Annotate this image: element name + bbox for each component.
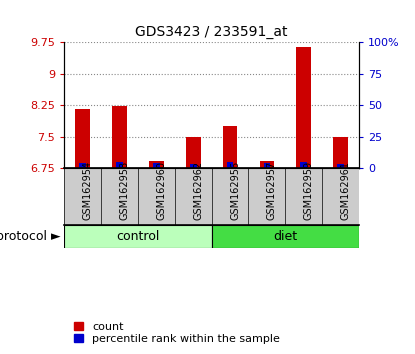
Text: control: control: [116, 230, 160, 243]
Text: GSM162957: GSM162957: [267, 161, 277, 221]
Bar: [259, 161, 274, 168]
Bar: [149, 161, 164, 168]
Title: GDS3423 / 233591_at: GDS3423 / 233591_at: [135, 25, 288, 39]
Text: protocol ►: protocol ►: [0, 230, 60, 243]
Bar: [296, 47, 311, 168]
Text: GSM162962: GSM162962: [193, 161, 203, 221]
Bar: [337, 164, 344, 168]
Text: GSM162954: GSM162954: [83, 161, 93, 221]
Bar: [112, 107, 127, 168]
FancyBboxPatch shape: [64, 225, 212, 248]
Text: GSM162958: GSM162958: [120, 161, 129, 221]
Text: GSM162956: GSM162956: [230, 161, 240, 221]
Bar: [264, 163, 270, 168]
Bar: [300, 162, 307, 168]
Bar: [79, 163, 86, 168]
Bar: [116, 162, 123, 168]
Legend: count, percentile rank within the sample: count, percentile rank within the sample: [70, 317, 284, 348]
Bar: [153, 163, 160, 168]
Bar: [186, 137, 200, 168]
Text: diet: diet: [273, 230, 298, 243]
Bar: [227, 162, 233, 168]
Text: GSM162959: GSM162959: [304, 161, 314, 221]
Bar: [76, 109, 90, 168]
Text: GSM162961: GSM162961: [341, 161, 351, 221]
Bar: [333, 137, 348, 168]
Text: GSM162960: GSM162960: [156, 161, 166, 221]
FancyBboxPatch shape: [212, 225, 359, 248]
Bar: [223, 126, 237, 168]
Bar: [190, 164, 197, 168]
